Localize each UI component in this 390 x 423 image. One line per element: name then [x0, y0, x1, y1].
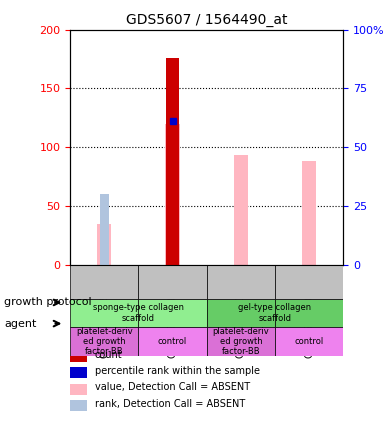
FancyBboxPatch shape: [70, 265, 138, 299]
FancyBboxPatch shape: [138, 327, 207, 356]
Text: sponge-type collagen
scaffold: sponge-type collagen scaffold: [93, 303, 184, 323]
Bar: [97, 224, 112, 265]
Text: platelet-deriv
ed growth
factor-BB: platelet-deriv ed growth factor-BB: [213, 327, 269, 357]
Bar: [302, 161, 316, 265]
Text: value, Detection Call = ABSENT: value, Detection Call = ABSENT: [95, 382, 250, 393]
Bar: [234, 156, 248, 265]
Text: gel-type collagen
scaffold: gel-type collagen scaffold: [238, 303, 312, 323]
Text: percentile rank within the sample: percentile rank within the sample: [95, 366, 260, 376]
FancyBboxPatch shape: [70, 327, 138, 356]
Text: rank, Detection Call = ABSENT: rank, Detection Call = ABSENT: [95, 399, 245, 409]
FancyBboxPatch shape: [275, 299, 343, 327]
Bar: [165, 124, 180, 265]
Text: GSM1501969: GSM1501969: [99, 293, 109, 358]
FancyBboxPatch shape: [70, 299, 138, 327]
FancyBboxPatch shape: [207, 299, 275, 327]
Text: GSM1501970: GSM1501970: [304, 293, 314, 358]
Text: GSM1501968: GSM1501968: [168, 293, 177, 358]
Bar: [70, 351, 87, 362]
Text: control: control: [294, 337, 324, 346]
Text: GSM1501971: GSM1501971: [236, 293, 246, 358]
FancyBboxPatch shape: [138, 299, 207, 327]
Text: platelet-deriv
ed growth
factor-BB: platelet-deriv ed growth factor-BB: [76, 327, 133, 357]
Text: control: control: [158, 337, 187, 346]
FancyBboxPatch shape: [207, 265, 275, 299]
Text: count: count: [95, 349, 122, 360]
Bar: [70, 368, 87, 378]
Text: growth protocol: growth protocol: [4, 297, 92, 308]
FancyBboxPatch shape: [275, 265, 343, 299]
Title: GDS5607 / 1564490_at: GDS5607 / 1564490_at: [126, 13, 287, 27]
Text: agent: agent: [4, 319, 36, 329]
Bar: [70, 384, 87, 395]
FancyBboxPatch shape: [138, 265, 207, 299]
Bar: [166, 58, 179, 265]
Bar: [99, 194, 109, 265]
Bar: [70, 401, 87, 411]
FancyBboxPatch shape: [207, 327, 275, 356]
FancyBboxPatch shape: [275, 327, 343, 356]
